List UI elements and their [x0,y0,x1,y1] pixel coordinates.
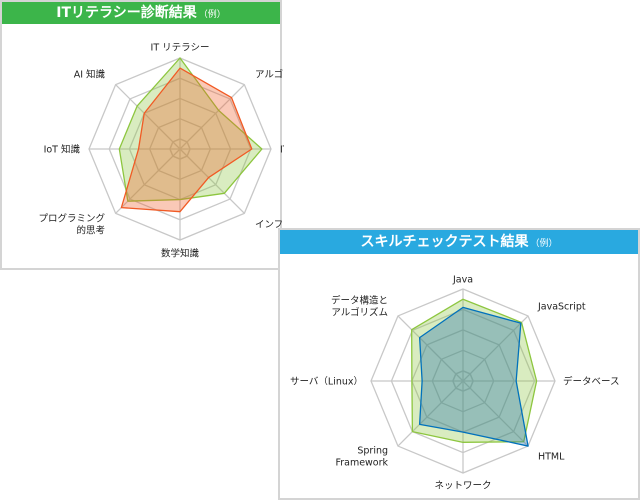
it-literacy-panel: ITリテラシー診断結果（例） IT リテラシーアルゴリズム IT 基礎知識インフラ… [0,0,284,270]
axis-line [462,315,529,382]
axis-label-line: 数学知識 [161,248,200,260]
axis-label-line: プログラミング [39,212,106,224]
axis-label-line: Java [452,275,473,286]
axis-label-line: Spring [357,445,388,456]
axis-label: アルゴリズム [255,69,284,81]
axis-label: データ構造とアルゴリズム [331,295,388,319]
axis-label: HTML [538,451,565,462]
axis-label: Java [452,275,473,286]
axis-line [115,84,181,150]
axis-label: データベース [563,376,620,388]
axis-label: 数学知識 [161,248,200,260]
series-polygon-1 [418,306,529,447]
series-polygon-1 [120,67,253,213]
axis-label: IoT 知識 [44,144,81,156]
axis-label: ネットワーク [434,481,491,492]
axis-label: JavaScript [537,302,586,313]
radar-chart-skill-check: Java JavaScript データベース HTML ネットワーク Spring Fram… [290,275,620,492]
axis-label-line: Framework [335,457,388,468]
axis-line [179,148,245,214]
axis-label-line: HTML [538,451,565,462]
axis-label-line: アルゴリズム [255,69,284,81]
axis-label: インフラ知識 [255,218,284,230]
chart-title-note: （例） [530,239,558,249]
axis-line [397,315,464,382]
axis-label: サーバ（Linux） [290,376,363,388]
radar-chart-it-literacy: IT リテラシーアルゴリズム IT 基礎知識インフラ知識数学知識 プログラミング的思… [39,43,284,260]
axis-label-line: データベース [563,376,620,388]
axis-label: プログラミング的思考 [39,212,106,236]
axis-label-line: IoT 知識 [44,144,81,156]
axis-line [397,380,464,447]
skill-check-panel: スキルチェックテスト結果 （例） Java JavaScript データベース HTML… [278,228,640,500]
series-polygon-0 [411,298,538,443]
axis-label-line: サーバ（Linux） [290,376,363,388]
axis-label-line: JavaScript [537,302,586,313]
axis-label-line: IT リテラシー [151,43,210,54]
panel-header: ITリテラシー診断結果 （例） [2,2,280,24]
axis-label-line: アルゴリズム [331,307,388,319]
axis-label-line: データ構造と [331,295,388,307]
axis-line [462,380,529,447]
chart-title: スキルチェックテスト結果 [360,234,529,250]
axis-label-line: ネットワーク [434,481,491,492]
axis-label: AI 知識 [74,69,106,81]
axis-label: IT 基礎知識 [280,144,284,156]
axis-label-line: IT 基礎知識 [280,144,284,156]
chart-title: ITリテラシー診断結果 [56,5,197,21]
axis-label: IT リテラシー [151,43,210,54]
axis-line [115,148,181,214]
axis-line [179,84,245,150]
axis-label-line: 的思考 [77,224,106,236]
axis-label: Spring Framework [335,445,388,468]
panel-header: スキルチェックテスト結果 （例） [280,230,638,254]
axis-label-line: インフラ知識 [255,218,284,230]
axis-label-line: AI 知識 [74,69,106,81]
chart-title-note: （例） [198,10,226,20]
